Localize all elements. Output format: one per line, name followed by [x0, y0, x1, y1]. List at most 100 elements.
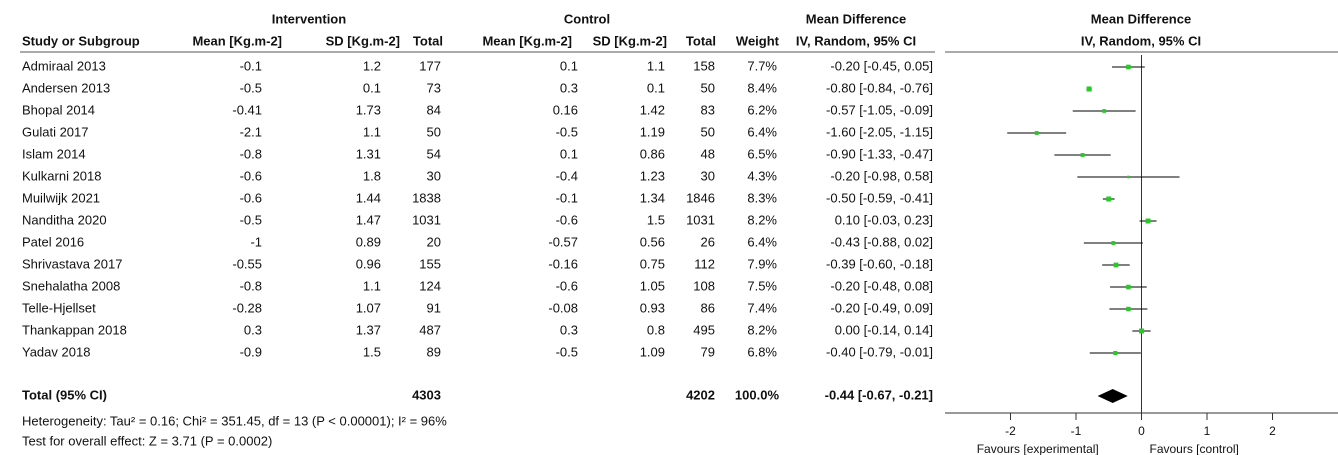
ci-label: -1.60 [-2.05, -1.15]: [826, 124, 933, 139]
cell: 0.75: [640, 256, 665, 271]
point-estimate: [1145, 218, 1151, 224]
cell: 86: [701, 300, 715, 315]
weight: 6.2%: [747, 102, 777, 117]
cell: 79: [701, 344, 715, 359]
cell: 20: [427, 234, 441, 249]
x-tick-label: 2: [1269, 424, 1276, 438]
cell: 0.93: [640, 300, 665, 315]
overall-effect: Test for overall effect: Z = 3.71 (P = 0…: [22, 433, 272, 448]
cell: 177: [419, 58, 441, 73]
cell: 1.31: [356, 146, 381, 161]
cell: -0.6: [240, 190, 262, 205]
cell: -0.55: [232, 256, 262, 271]
plot-subtitle: IV, Random, 95% CI: [1081, 33, 1201, 48]
cell: -1: [250, 234, 262, 249]
cell: 26: [701, 234, 715, 249]
cell: -0.6: [556, 212, 578, 227]
cell: 84: [427, 102, 441, 117]
group-header: Control: [564, 11, 610, 26]
cell: -0.28: [232, 300, 262, 315]
favours-right: Favours [control]: [1150, 442, 1239, 455]
cell: 73: [427, 80, 441, 95]
cell: 0.1: [560, 146, 578, 161]
cell: 158: [693, 58, 715, 73]
column-header: Total: [413, 33, 443, 48]
cell: -0.1: [240, 58, 262, 73]
cell: -0.41: [232, 102, 262, 117]
cell: 1.1: [363, 124, 381, 139]
weight: 6.8%: [747, 344, 777, 359]
column-header: Total: [686, 33, 716, 48]
total-name: Total (95% CI): [22, 387, 107, 402]
cell: 0.3: [560, 80, 578, 95]
study-name: Gulati 2017: [22, 124, 89, 139]
cell: 1.1: [363, 278, 381, 293]
ci-label: -0.57 [-1.05, -0.09]: [826, 102, 933, 117]
cell: -2.1: [240, 124, 262, 139]
cell: 495: [693, 322, 715, 337]
ci-label: -0.40 [-0.79, -0.01]: [826, 344, 933, 359]
point-estimate: [1102, 109, 1107, 113]
weight: 8.3%: [747, 190, 777, 205]
cell: 1.42: [640, 102, 665, 117]
cell: 1.8: [363, 168, 381, 183]
cell: 0.86: [640, 146, 665, 161]
column-header: SD [Kg.m-2]: [326, 33, 400, 48]
weight: 7.7%: [747, 58, 777, 73]
cell: 50: [427, 124, 441, 139]
cell: -0.5: [556, 344, 578, 359]
column-header: SD [Kg.m-2]: [593, 33, 667, 48]
point-estimate: [1080, 153, 1085, 157]
cell: 1.34: [640, 190, 665, 205]
cell: -0.5: [556, 124, 578, 139]
cell: 1031: [686, 212, 715, 227]
study-name: Yadav 2018: [22, 344, 90, 359]
study-name: Islam 2014: [22, 146, 86, 161]
point-estimate: [1113, 262, 1119, 268]
weight: 7.9%: [747, 256, 777, 271]
ci-label: -0.80 [-0.84, -0.76]: [826, 80, 933, 95]
cell: 108: [693, 278, 715, 293]
favours-left: Favours [experimental]: [977, 442, 1099, 455]
cell: 1.5: [363, 344, 381, 359]
study-name: Andersen 2013: [22, 80, 110, 95]
cell: 1.1: [647, 58, 665, 73]
cell: 1.09: [640, 344, 665, 359]
study-name: Bhopal 2014: [22, 102, 95, 117]
point-estimate: [1126, 306, 1131, 312]
cell: -0.9: [240, 344, 262, 359]
cell: 1.44: [356, 190, 381, 205]
column-header: Mean [Kg.m-2]: [482, 33, 572, 48]
cell: 89: [427, 344, 441, 359]
weight: 6.5%: [747, 146, 777, 161]
cell: -0.5: [240, 212, 262, 227]
x-tick-label: 0: [1138, 424, 1145, 438]
study-name: Patel 2016: [22, 234, 84, 249]
ci-label: -0.39 [-0.60, -0.18]: [826, 256, 933, 271]
cell: 30: [427, 168, 441, 183]
summary-diamond: [1097, 389, 1128, 403]
cell: -0.08: [548, 300, 578, 315]
x-tick-label: -2: [1005, 424, 1016, 438]
point-estimate: [1126, 64, 1131, 70]
cell: -0.4: [556, 168, 578, 183]
weight: 7.5%: [747, 278, 777, 293]
cell: 124: [419, 278, 441, 293]
cell: 1.07: [356, 300, 381, 315]
cell: -0.16: [548, 256, 578, 271]
ci-label: -0.43 [-0.88, 0.02]: [830, 234, 933, 249]
study-name: Kulkarni 2018: [22, 168, 102, 183]
cell: 1.47: [356, 212, 381, 227]
total-n: 4303: [412, 387, 441, 402]
cell: 1.2: [363, 58, 381, 73]
cell: -0.5: [240, 80, 262, 95]
cell: 0.1: [647, 80, 665, 95]
x-tick-label: -1: [1071, 424, 1082, 438]
cell: 50: [701, 80, 715, 95]
point-estimate: [1034, 131, 1039, 135]
cell: 0.89: [356, 234, 381, 249]
cell: 30: [701, 168, 715, 183]
cell: 83: [701, 102, 715, 117]
